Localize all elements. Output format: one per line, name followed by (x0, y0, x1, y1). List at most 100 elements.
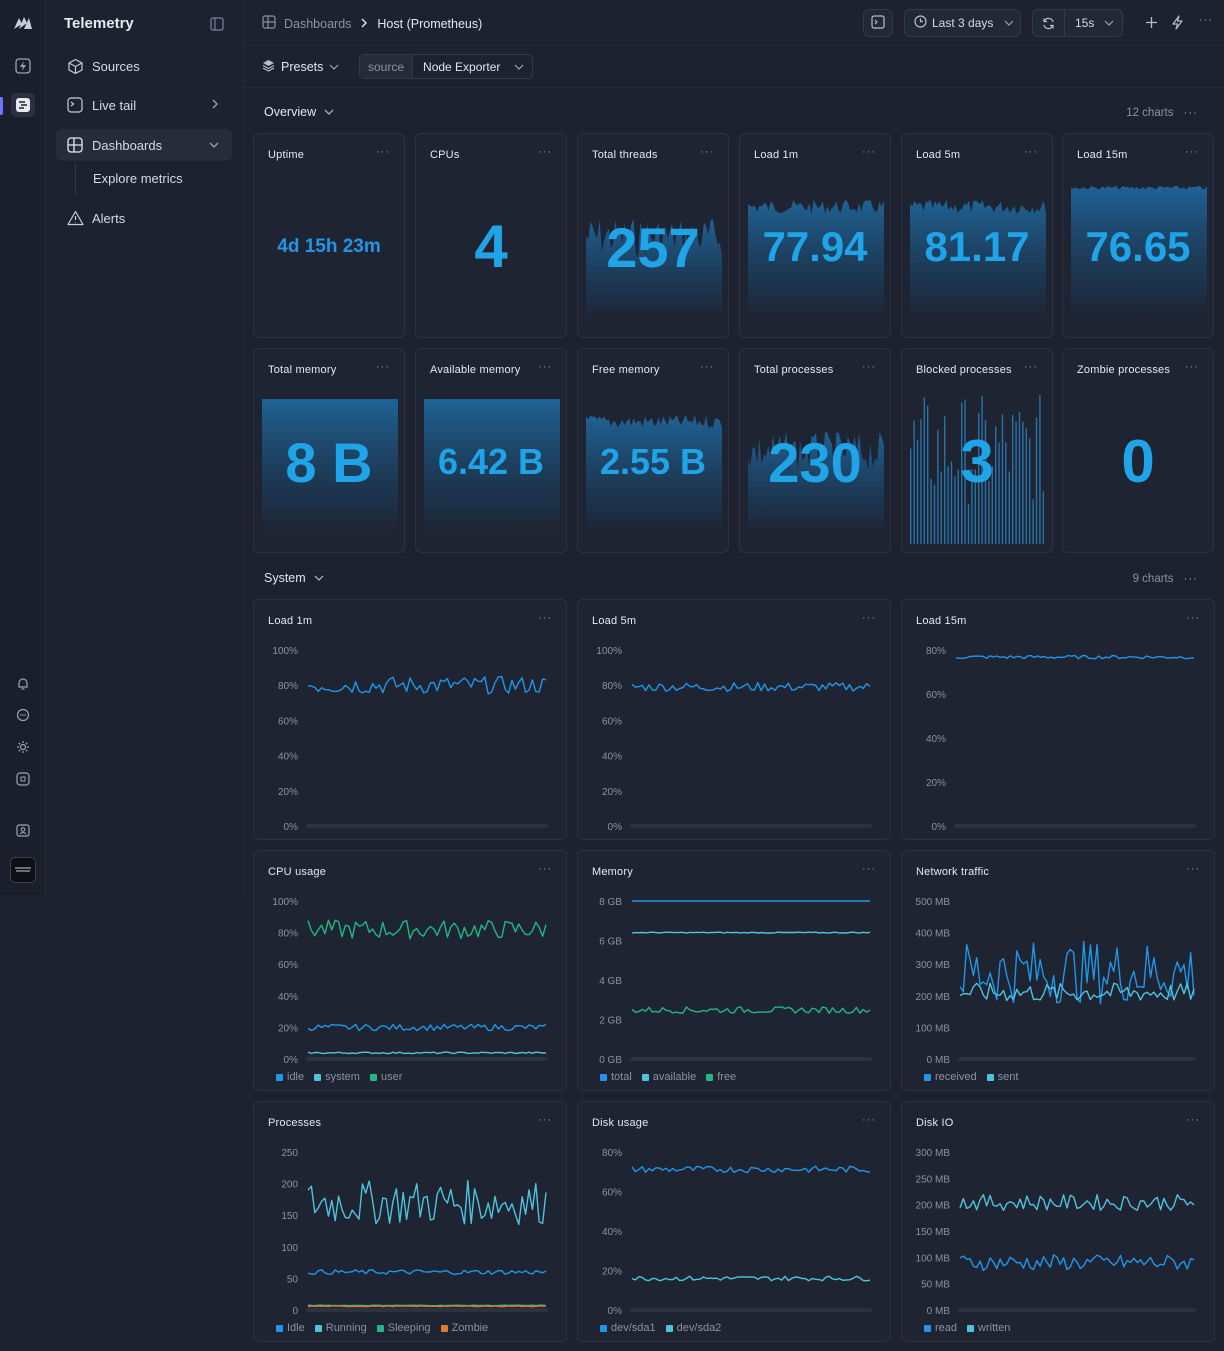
stat-card-cpus[interactable]: CPUs ··· 4 (415, 133, 567, 338)
y-tick-label: 100% (272, 897, 298, 908)
user-card-icon[interactable] (11, 818, 35, 842)
plus-icon[interactable] (1145, 16, 1158, 34)
stat-card-total-memory[interactable]: Total memory ··· 8 B (253, 348, 405, 553)
telemetry-icon[interactable] (11, 93, 35, 117)
stat-card-total-processes[interactable]: Total processes ··· 230 (739, 348, 891, 553)
refresh-interval[interactable]: 15s (1075, 16, 1095, 30)
legend-item-idle[interactable]: Idle (276, 1322, 305, 1334)
chart-card-disk-io[interactable]: Disk IO ··· 300 MB 250 MB 200 MB 150 MB 100 MB… (901, 1101, 1215, 1342)
chart-card-network-traffic[interactable]: Network traffic ··· 500 MB 400 MB 300 MB 200 … (901, 850, 1215, 1091)
stat-card-available-memory[interactable]: Available memory ··· 6.42 B (415, 348, 567, 553)
more-icon[interactable]: ··· (1185, 146, 1199, 158)
bolt-icon[interactable] (1171, 15, 1184, 35)
more-icon[interactable]: ··· (700, 361, 714, 373)
legend-swatch (967, 1324, 975, 1332)
legend-item-free[interactable]: free (706, 1071, 736, 1083)
stat-value: 8 B (285, 430, 373, 494)
legend-item-total[interactable]: total (600, 1071, 632, 1083)
stat-card-load-15m[interactable]: Load 15m ··· 76.65 (1062, 133, 1214, 338)
more-icon[interactable]: ··· (1185, 361, 1199, 373)
legend-item-dev-sda1[interactable]: dev/sda1 (600, 1322, 656, 1334)
spark-bar (964, 399, 966, 544)
legend-item-available[interactable]: available (641, 1071, 696, 1083)
sidebar-item-dashboards[interactable]: Dashboards (56, 129, 232, 161)
source-filter[interactable]: source Node Exporter (359, 54, 534, 79)
more-icon[interactable]: ··· (862, 863, 876, 875)
system-section-toggle[interactable]: System (264, 571, 324, 585)
chart-card-processes[interactable]: Processes ··· 250 200 150 100 50 0 Idle Running Sl… (253, 1101, 567, 1342)
more-icon[interactable]: ··· (1186, 863, 1200, 875)
sidebar-item-label: Alerts (92, 210, 126, 226)
stat-card-load-1m[interactable]: Load 1m ··· 77.94 (739, 133, 891, 338)
sidebar-item-sources[interactable]: Sources (56, 50, 232, 82)
sidebar-item-explore-metrics[interactable]: Explore metrics (93, 171, 183, 186)
line-chart: 8 GB 6 GB 4 GB 2 GB 0 GB (599, 897, 872, 1066)
team-avatar[interactable] (10, 857, 36, 883)
more-icon[interactable]: ··· (538, 361, 552, 373)
chevron-down-icon (314, 571, 324, 585)
legend-item-sent[interactable]: sent (986, 1071, 1018, 1083)
more-icon[interactable]: ··· (862, 1114, 876, 1126)
refresh-icon[interactable] (1033, 10, 1065, 36)
more-icon[interactable]: ··· (1186, 1114, 1200, 1126)
more-icon[interactable]: ··· (376, 146, 390, 158)
more-icon[interactable]: ··· (862, 146, 876, 158)
more-icon[interactable]: ··· (1183, 573, 1198, 585)
stat-card-zombie-processes[interactable]: Zombie processes ··· 0 (1062, 348, 1214, 553)
more-icon[interactable]: ··· (862, 612, 876, 624)
legend-item-idle[interactable]: idle (276, 1071, 304, 1083)
legend-item-received[interactable]: received (924, 1071, 977, 1083)
more-icon[interactable]: ··· (538, 863, 552, 875)
stat-card-uptime[interactable]: Uptime ··· 4d 15h 23m (253, 133, 405, 338)
stat-card-free-memory[interactable]: Free memory ··· 2.55 B (577, 348, 729, 553)
legend-item-system[interactable]: system (314, 1071, 360, 1083)
chart-title: Disk IO (916, 1117, 954, 1129)
more-icon[interactable]: ··· (1183, 107, 1198, 119)
sparkline-background (262, 399, 398, 544)
chart-card-disk-usage[interactable]: Disk usage ··· 80% 60% 40% 20% 0% dev/sda1 dev/s… (577, 1101, 891, 1342)
more-icon[interactable]: ··· (700, 146, 714, 158)
breadcrumb-root[interactable]: Dashboards (284, 16, 352, 31)
logo-icon[interactable] (11, 11, 35, 35)
stat-value: 257 (606, 215, 700, 279)
more-icon[interactable]: ··· (1024, 361, 1038, 373)
legend-item-written[interactable]: written (967, 1322, 1010, 1334)
more-icon[interactable]: ··· (376, 361, 390, 373)
y-tick-label: 40% (278, 992, 298, 1003)
more-icon[interactable]: ··· (862, 361, 876, 373)
chart-card-load-15m[interactable]: Load 15m ··· 80% 60% 40% 20% 0% (901, 599, 1215, 840)
legend-item-running[interactable]: Running (314, 1322, 367, 1334)
overview-section-toggle[interactable]: Overview (264, 105, 334, 119)
legend-item-user[interactable]: user (369, 1071, 402, 1083)
terminal-button[interactable] (863, 9, 893, 37)
sidebar-item-live-tail[interactable]: Live tail (56, 89, 232, 121)
y-tick-label: 0% (608, 1306, 623, 1317)
legend-item-zombie[interactable]: Zombie (440, 1322, 488, 1334)
more-icon[interactable]: ··· (538, 146, 552, 158)
sidebar-item-alerts[interactable]: Alerts (56, 202, 232, 234)
stat-card-total-threads[interactable]: Total threads ··· 257 (577, 133, 729, 338)
legend-item-dev-sda2[interactable]: dev/sda2 (665, 1322, 721, 1334)
bell-icon[interactable] (11, 672, 35, 696)
chart-card-load-5m[interactable]: Load 5m ··· 100% 80% 60% 40% 20% 0% (577, 599, 891, 840)
sun-icon[interactable] (11, 735, 35, 759)
chart-card-load-1m[interactable]: Load 1m ··· 100% 80% 60% 40% 20% 0% (253, 599, 567, 840)
stat-card-load-5m[interactable]: Load 5m ··· 81.17 (901, 133, 1053, 338)
legend-item-sleeping[interactable]: Sleeping (376, 1322, 431, 1334)
bolt-square-icon[interactable] (11, 54, 35, 78)
more-icon[interactable]: ··· (538, 612, 552, 624)
stat-card-blocked-processes[interactable]: Blocked processes ··· 3 (901, 348, 1053, 553)
command-icon[interactable] (11, 767, 35, 791)
chart-card-cpu-usage[interactable]: CPU usage ··· 100% 80% 60% 40% 20% 0% idle system… (253, 850, 567, 1091)
chart-card-memory[interactable]: Memory ··· 8 GB 6 GB 4 GB 2 GB 0 GB total availa… (577, 850, 891, 1091)
more-icon[interactable]: ··· (1199, 14, 1213, 26)
legend-item-read[interactable]: read (924, 1322, 957, 1334)
chat-icon[interactable] (11, 703, 35, 727)
more-icon[interactable]: ··· (1024, 146, 1038, 158)
chart-legend: idle system user (276, 1071, 402, 1083)
time-range-select[interactable]: Last 3 days (904, 9, 1021, 37)
more-icon[interactable]: ··· (1186, 612, 1200, 624)
more-icon[interactable]: ··· (538, 1114, 552, 1126)
collapse-sidebar-icon[interactable] (210, 17, 224, 31)
presets-button[interactable]: Presets (262, 59, 339, 75)
